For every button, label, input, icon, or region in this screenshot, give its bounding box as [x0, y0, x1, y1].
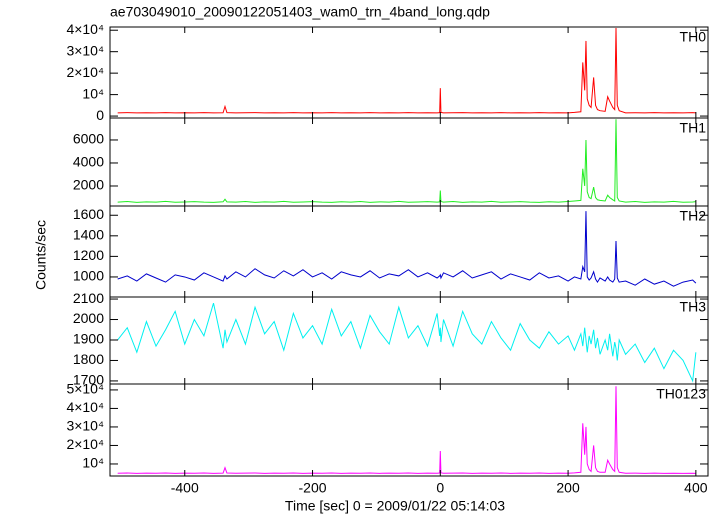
series-line [117, 211, 697, 287]
y-tick-label: 3×10⁴ [66, 418, 104, 434]
y-axis-label: Counts/sec [33, 220, 49, 290]
x-tick-label: 200 [556, 480, 580, 496]
y-tick-label: 1400 [73, 227, 104, 243]
x-axis-label: Time [sec] 0 = 2009/01/22 05:14:03 [285, 498, 505, 514]
y-tick-label: 10⁴ [82, 85, 104, 101]
x-tick-label: 400 [684, 480, 708, 496]
series-line [117, 386, 696, 474]
y-tick-label: 3×10⁴ [66, 42, 104, 58]
x-tick-label: 0 [436, 480, 444, 496]
y-tick-label: 4×10⁴ [66, 399, 104, 415]
series-line [117, 28, 696, 114]
y-tick-label: 1000 [73, 268, 104, 284]
y-tick-label: 1600 [73, 206, 104, 222]
y-tick-label: 10⁴ [82, 455, 104, 471]
y-tick-label: 2×10⁴ [66, 436, 104, 452]
y-tick-label: 1900 [73, 331, 104, 347]
y-tick-label: 0 [96, 107, 104, 123]
panel-frame [109, 205, 709, 298]
panel-label: TH0123 [656, 386, 706, 402]
y-tick-label: 5×10⁴ [66, 381, 104, 397]
y-tick-label: 4×10⁴ [66, 21, 104, 37]
y-tick-label: 1700 [73, 372, 104, 388]
panel-label: TH3 [680, 299, 707, 315]
y-tick-label: 1800 [73, 351, 104, 367]
y-tick-label: 2×10⁴ [66, 64, 104, 80]
panel-label: TH0 [680, 29, 707, 45]
y-tick-label: 2000 [73, 177, 104, 193]
panel-frame [109, 117, 709, 207]
panel-frame [109, 26, 709, 119]
y-tick-label: 2000 [73, 310, 104, 326]
y-tick-label: 2100 [73, 290, 104, 306]
panel-frame [109, 383, 709, 477]
y-tick-label: 6000 [73, 131, 104, 147]
x-tick-label: -400 [171, 480, 199, 496]
chart-title: ae703049010_20090122051403_wam0_trn_4ban… [110, 4, 490, 20]
panel-frame [109, 296, 709, 385]
panel-label: TH1 [680, 120, 707, 136]
series-line [117, 302, 697, 383]
x-tick-label: -200 [299, 480, 327, 496]
panel-label: TH2 [680, 208, 707, 224]
y-tick-label: 4000 [73, 154, 104, 170]
y-tick-label: 1200 [73, 247, 104, 263]
series-line [117, 119, 696, 203]
